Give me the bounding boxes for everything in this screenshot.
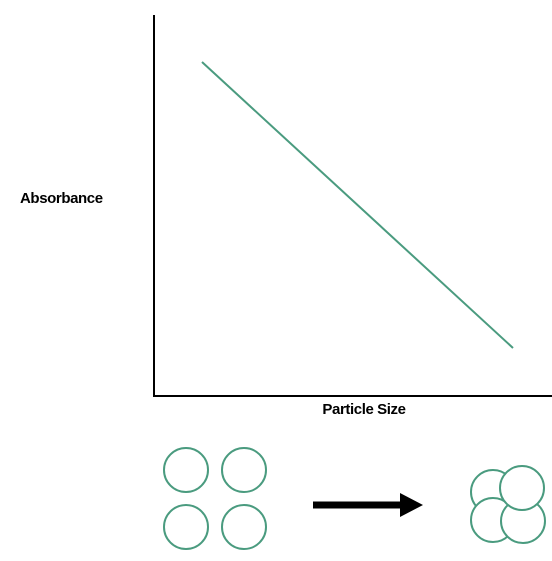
particle xyxy=(499,465,545,511)
arrow-head xyxy=(400,493,423,517)
trend-line xyxy=(201,61,514,349)
particle xyxy=(163,504,209,550)
y-axis-label: Absorbance xyxy=(20,190,103,207)
arrow xyxy=(313,493,423,517)
particle xyxy=(221,504,267,550)
separate-particles xyxy=(163,447,267,550)
clustered-particles xyxy=(470,465,546,544)
particle xyxy=(221,447,267,493)
particle xyxy=(163,447,209,493)
x-axis-label: Particle Size xyxy=(322,401,405,418)
